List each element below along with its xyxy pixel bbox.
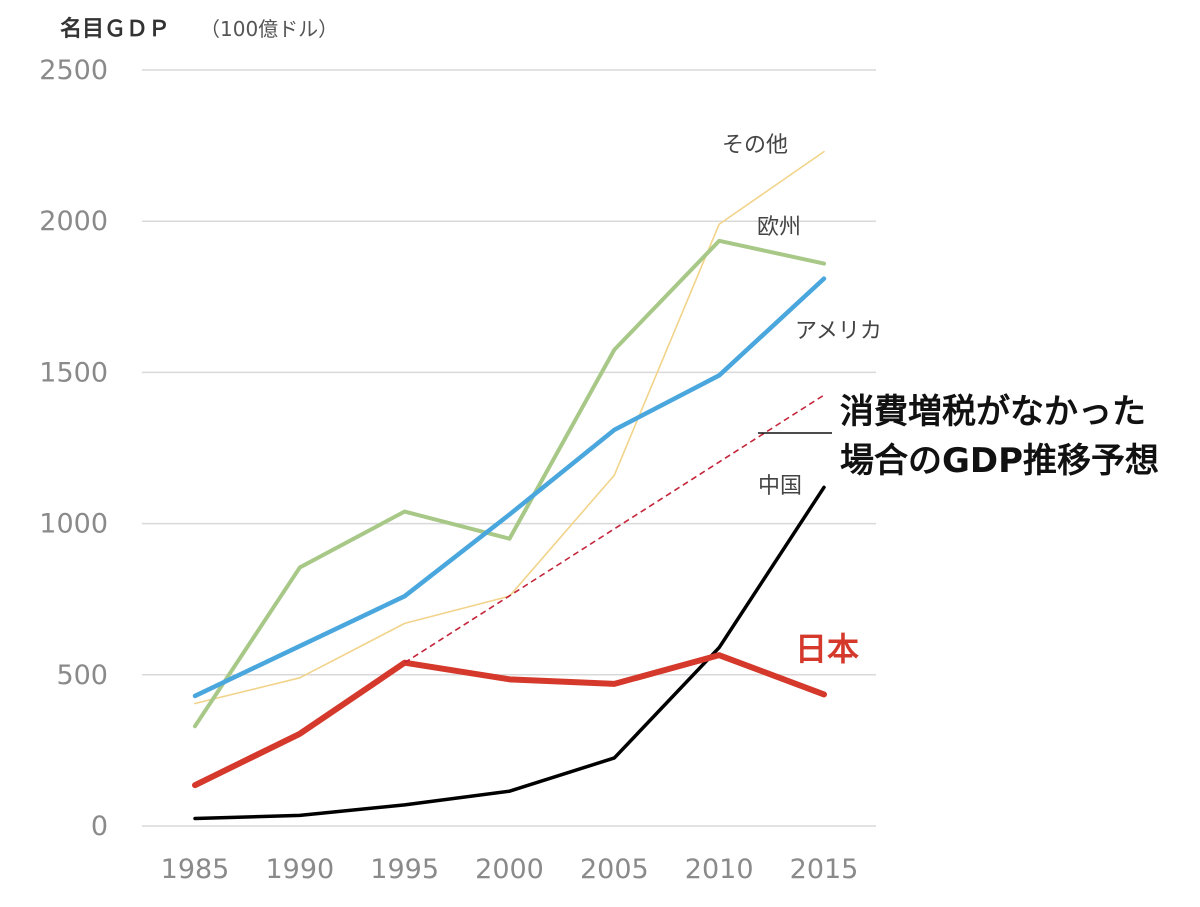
x-axis-ticks: 1985 1990 1995 2000 2005 2010 2015	[161, 854, 859, 885]
y-tick-label: 500	[56, 660, 108, 691]
y-axis-label: 名目ＧＤＰ	[60, 16, 170, 42]
series-line	[193, 238, 826, 729]
x-tick-label: 2000	[475, 854, 544, 885]
y-tick-label: 1500	[39, 357, 108, 388]
series-line	[192, 276, 827, 699]
series-label-china: 中国	[758, 474, 802, 499]
x-tick-label: 2010	[685, 854, 754, 885]
gridlines	[142, 69, 876, 827]
y-axis-ticks: 0 500 1000 1500 2000 2500	[39, 55, 108, 842]
series-label-japan: 日本	[795, 630, 859, 668]
annotation-line-1: 消費増税がなかった	[840, 392, 1146, 432]
y-tick-label: 0	[91, 811, 108, 842]
y-tick-label: 2000	[39, 206, 108, 237]
projection-annotation: 消費増税がなかった 場合のGDP推移予想	[758, 392, 1159, 481]
series-labels: その他 欧州 アメリカ 中国 日本	[722, 133, 882, 668]
y-tick-label: 1000	[39, 509, 108, 540]
series-line	[194, 150, 825, 705]
x-tick-label: 2005	[580, 854, 649, 885]
series-label-europe: 欧州	[757, 215, 801, 240]
series-line	[193, 485, 826, 821]
series-label-other: その他	[722, 133, 788, 158]
projection-dashed-line	[404, 394, 825, 664]
series-lines	[192, 150, 827, 821]
annotation-line-2: 場合のGDP推移予想	[840, 441, 1159, 481]
series-line	[192, 652, 827, 789]
series-label-usa: アメリカ	[795, 319, 882, 344]
x-tick-label: 2015	[790, 854, 859, 885]
x-tick-label: 1985	[161, 854, 230, 885]
x-tick-label: 1990	[265, 854, 334, 885]
y-tick-label: 2500	[39, 55, 108, 86]
y-axis-unit-label: （100億ドル）	[200, 17, 338, 41]
x-tick-label: 1995	[370, 854, 439, 885]
